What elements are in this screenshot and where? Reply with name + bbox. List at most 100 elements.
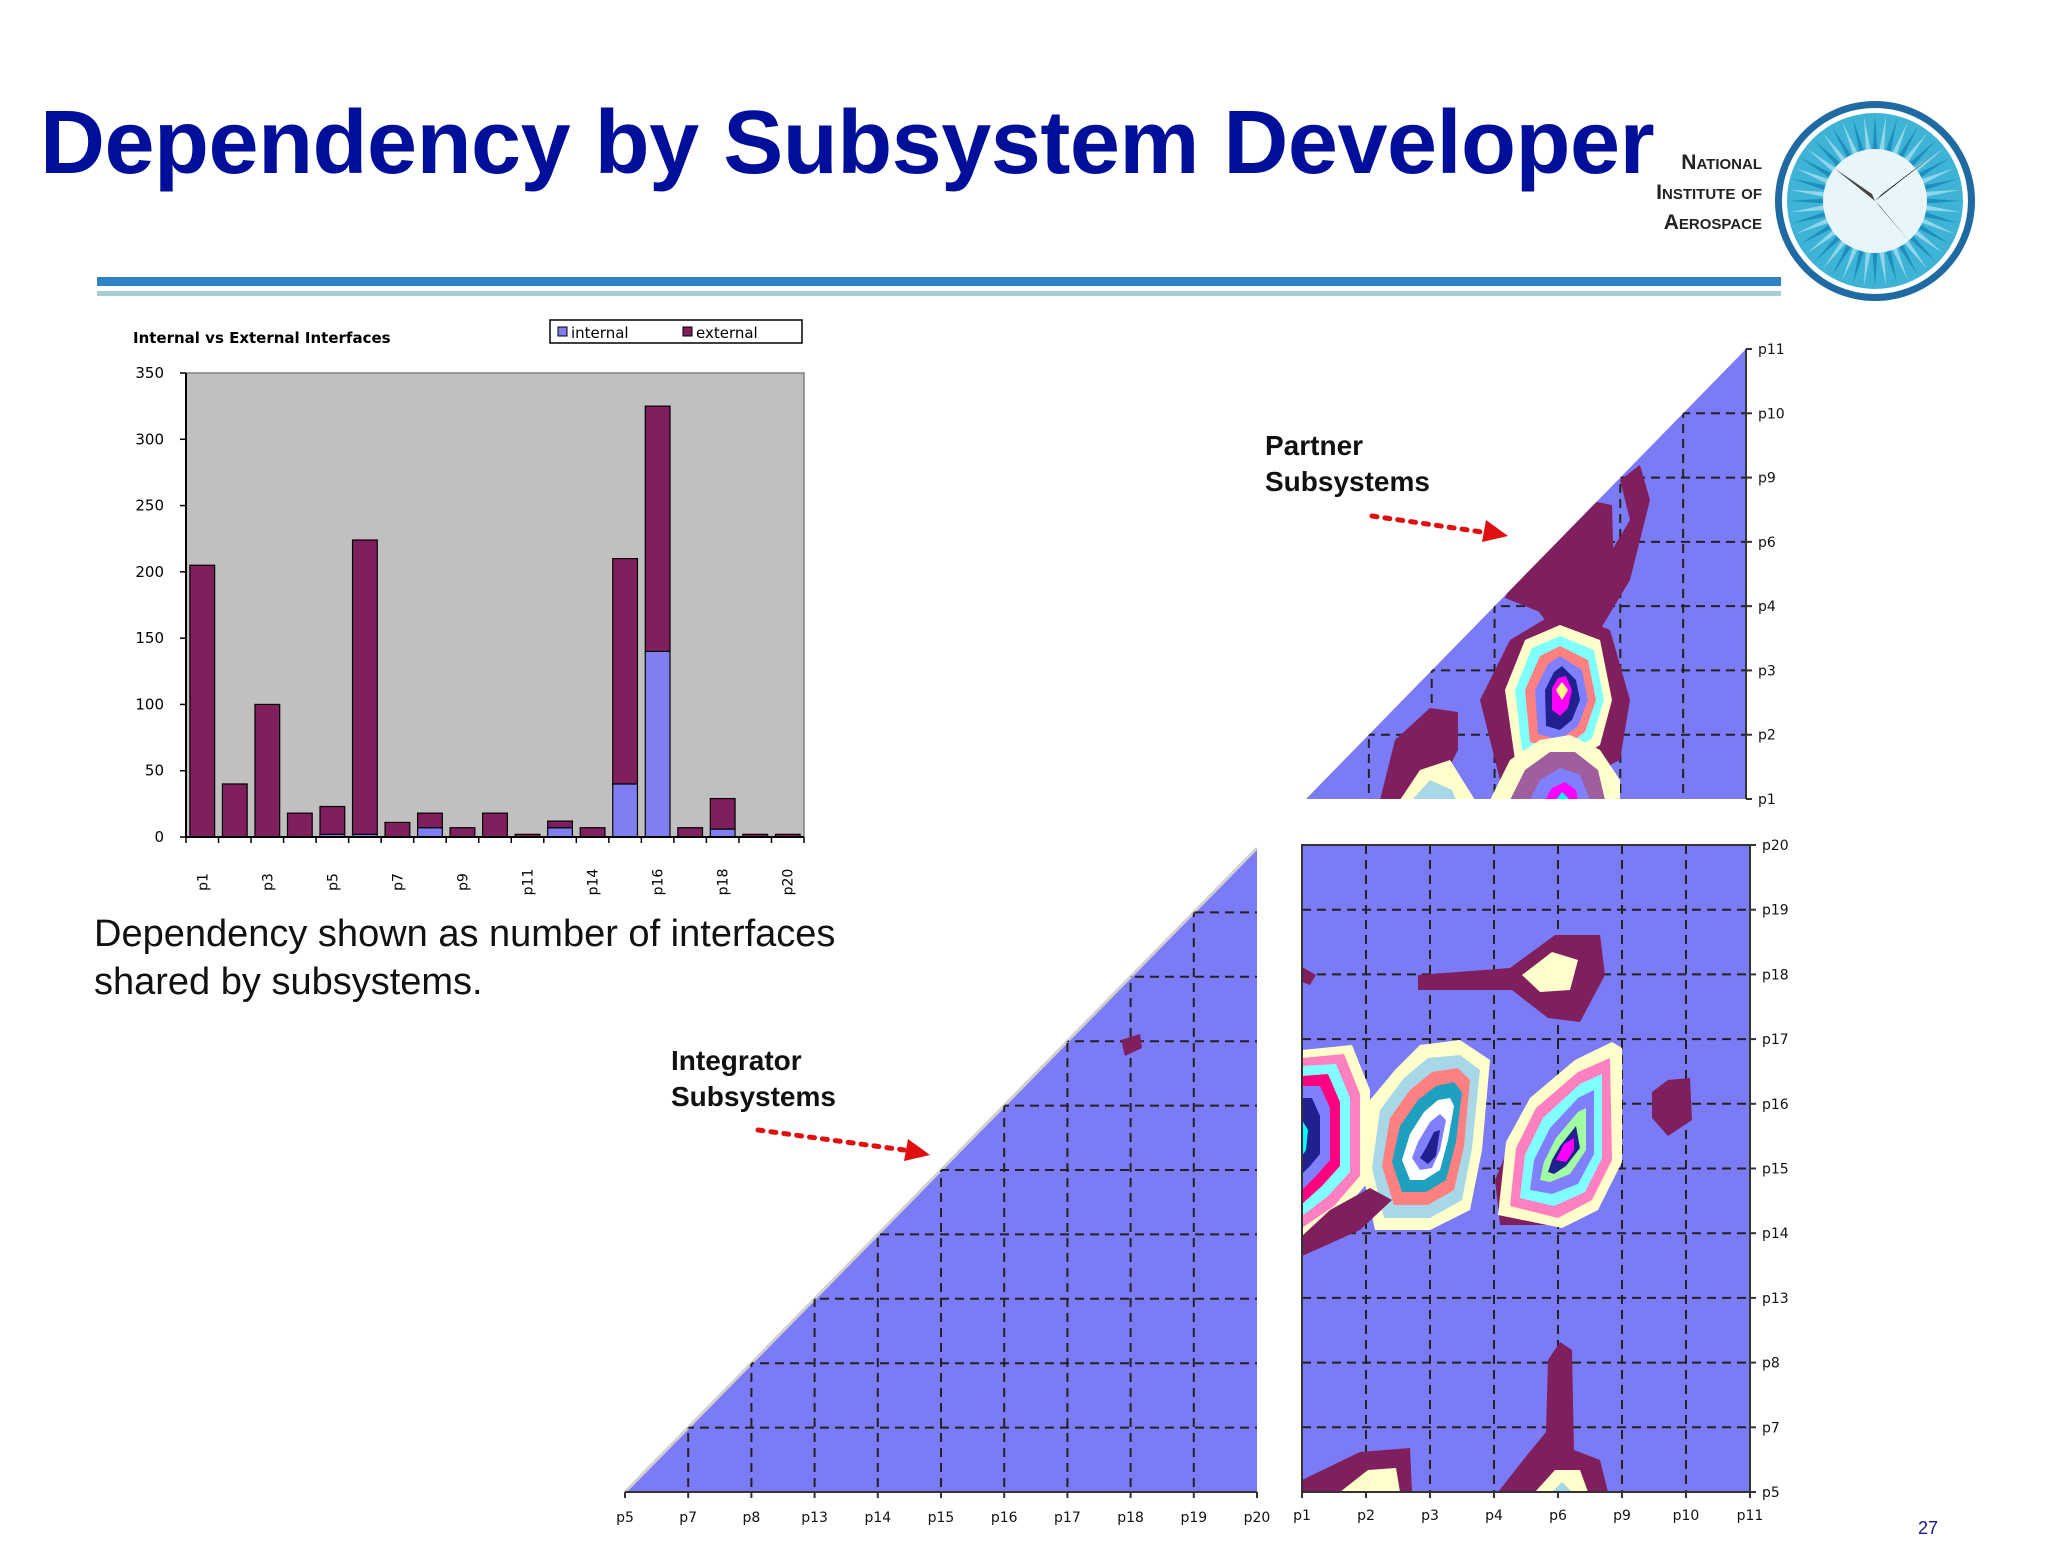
y-tick-label: p19 xyxy=(1762,903,1789,919)
y-tick-label: p2 xyxy=(1758,728,1776,744)
chart-title: Internal vs External Interfaces xyxy=(133,329,391,347)
plot-area xyxy=(185,372,805,838)
partner-arrow xyxy=(1369,513,1508,542)
y-tick-label: p10 xyxy=(1758,406,1785,422)
body-text: Dependency shown as number of interfaces… xyxy=(94,913,836,1003)
page-number: 27 xyxy=(1918,1518,1939,1538)
x-tick-label: p2 xyxy=(1357,1508,1375,1524)
header-rule xyxy=(97,277,1781,286)
y-tick-label: p6 xyxy=(1758,535,1776,551)
x-tick-label: p1 xyxy=(1293,1508,1311,1524)
x-tick-label: p4 xyxy=(1485,1508,1503,1524)
x-tick-label: p17 xyxy=(1054,1510,1081,1526)
chart-legend: internal external xyxy=(549,319,803,344)
legend-label-internal: internal xyxy=(571,324,629,342)
y-tick-label: p15 xyxy=(1762,1162,1789,1178)
y-tick-label: 200 xyxy=(135,563,164,581)
bar-external-p5 xyxy=(319,805,346,835)
y-tick-label: 300 xyxy=(135,430,164,448)
x-tick-label: p18 xyxy=(716,869,732,895)
x-tick-label: p7 xyxy=(390,873,406,891)
x-tick-label: p10 xyxy=(1673,1508,1700,1524)
x-tick-label: p20 xyxy=(1244,1510,1271,1526)
bar-external-p2 xyxy=(221,783,248,838)
partner-label-line-1: Partner xyxy=(1265,430,1364,461)
x-tick-label: p20 xyxy=(781,869,797,895)
bar-external-p15 xyxy=(612,558,639,785)
partner-label: Partner Subsystems xyxy=(1265,428,1430,500)
logo-line-1: National xyxy=(1681,151,1762,174)
x-tick-label: p1 xyxy=(195,873,211,891)
header-rule-light xyxy=(97,291,1781,296)
x-tick-label: p16 xyxy=(991,1510,1018,1526)
x-tick-label: p9 xyxy=(455,873,471,891)
x-tick-label: p3 xyxy=(1421,1508,1439,1524)
y-tick-label: p7 xyxy=(1762,1420,1780,1436)
x-tick-label: p15 xyxy=(928,1510,955,1526)
x-tick-label: p3 xyxy=(260,873,276,891)
x-tick-label: p18 xyxy=(1117,1510,1144,1526)
bar-external-p13 xyxy=(547,820,574,829)
y-tick-label: p9 xyxy=(1758,471,1776,487)
cross-contours xyxy=(1302,935,1692,1492)
partner-heatmap: p1 p2 p3 p4 p6 p9 p10 p11 xyxy=(1306,342,1785,808)
integrator-heatmap: p5 p7 p8 p13 p14 p15 p16 p17 p18 p19 p20 xyxy=(616,846,1271,1526)
legend-swatch-internal xyxy=(557,326,568,337)
y-tick-label: p4 xyxy=(1758,599,1776,615)
y-tick-label: 150 xyxy=(135,629,164,647)
x-tick-label: p14 xyxy=(586,869,602,895)
x-tick-label: p14 xyxy=(864,1510,891,1526)
bar-external-p3 xyxy=(254,703,281,838)
y-tick-label: 250 xyxy=(135,497,164,515)
compass-star-logo-icon xyxy=(1775,101,1975,301)
integrator-label: Integrator Subsystems xyxy=(671,1043,836,1115)
y-tick-label: 350 xyxy=(135,364,164,382)
y-tick-label: p3 xyxy=(1758,663,1776,679)
bar-external-p8 xyxy=(416,812,443,829)
bar-external-p16 xyxy=(644,405,671,653)
bar-external-p6 xyxy=(351,539,378,835)
cross-heatmap: p1 p2 p3 p4 p6 p9 p10 p11 p5 p7 p8 p13 p14 p15 p16 p17… xyxy=(1293,838,1789,1524)
y-tick-label: p14 xyxy=(1762,1226,1789,1242)
integrator-label-line-2: Subsystems xyxy=(671,1081,836,1112)
y-tick-label: 0 xyxy=(154,828,164,846)
x-tick-label: p13 xyxy=(801,1510,828,1526)
x-tick-label: p11 xyxy=(521,869,537,895)
bar-external-p1 xyxy=(189,564,216,838)
y-tick-label: p5 xyxy=(1762,1485,1780,1501)
x-tick-label: p11 xyxy=(1737,1508,1764,1524)
x-tick-label: p6 xyxy=(1549,1508,1567,1524)
integrator-label-line-1: Integrator xyxy=(671,1045,802,1076)
x-tick-label: p16 xyxy=(651,869,667,895)
y-tick-label: 100 xyxy=(135,695,164,713)
logo-text: National Institute of Aerospace xyxy=(1612,148,1762,238)
y-tick-label: p13 xyxy=(1762,1291,1789,1307)
y-tick-label: p18 xyxy=(1762,967,1789,983)
x-tick-label: p5 xyxy=(616,1510,634,1526)
y-tick-label: 50 xyxy=(145,762,164,780)
y-tick-label: p8 xyxy=(1762,1356,1780,1372)
interfaces-bar-chart: Internal vs External Interfaces internal… xyxy=(133,319,805,895)
legend-swatch-external xyxy=(682,326,693,337)
y-tick-label: p17 xyxy=(1762,1032,1789,1048)
x-tick-label: p19 xyxy=(1180,1510,1207,1526)
logo-line-2: Institute of xyxy=(1656,181,1762,204)
integrator-arrow xyxy=(755,1127,930,1161)
legend-label-external: external xyxy=(696,324,758,342)
x-tick-label: p9 xyxy=(1613,1508,1631,1524)
integrator-contour xyxy=(1121,1034,1142,1056)
bar-external-p18 xyxy=(709,797,736,830)
y-tick-label: p11 xyxy=(1758,342,1785,358)
partner-label-line-2: Subsystems xyxy=(1265,466,1430,497)
x-tick-label: p7 xyxy=(679,1510,697,1526)
y-tick-label: p16 xyxy=(1762,1097,1789,1113)
x-tick-label: p5 xyxy=(325,873,341,891)
y-tick-label: p1 xyxy=(1758,792,1776,808)
x-tick-label: p8 xyxy=(743,1510,761,1526)
page-title: Dependency by Subsystem Developer xyxy=(40,93,1655,193)
y-tick-label: p20 xyxy=(1762,838,1789,854)
logo-line-3: Aerospace xyxy=(1663,211,1762,234)
partner-contour-a xyxy=(1380,465,1650,799)
